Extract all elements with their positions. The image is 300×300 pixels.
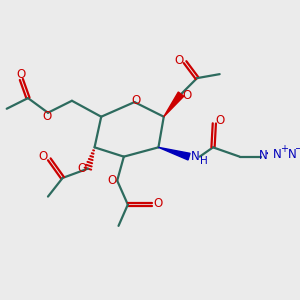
Text: O: O: [43, 110, 52, 123]
Text: N: N: [288, 148, 297, 161]
Text: N: N: [273, 148, 282, 161]
Text: O: O: [154, 197, 163, 210]
Text: O: O: [182, 89, 191, 102]
Text: O: O: [216, 114, 225, 127]
Text: O: O: [131, 94, 140, 107]
Text: H: H: [200, 156, 208, 167]
Text: N: N: [191, 150, 200, 163]
Polygon shape: [164, 92, 184, 117]
Text: N: N: [259, 149, 267, 162]
Text: O: O: [77, 162, 87, 175]
Text: O: O: [107, 174, 116, 187]
Text: O: O: [175, 54, 184, 67]
Text: +: +: [280, 145, 287, 154]
Text: −: −: [296, 145, 300, 154]
Polygon shape: [158, 147, 190, 160]
Text: O: O: [39, 150, 48, 163]
Text: O: O: [16, 68, 26, 81]
